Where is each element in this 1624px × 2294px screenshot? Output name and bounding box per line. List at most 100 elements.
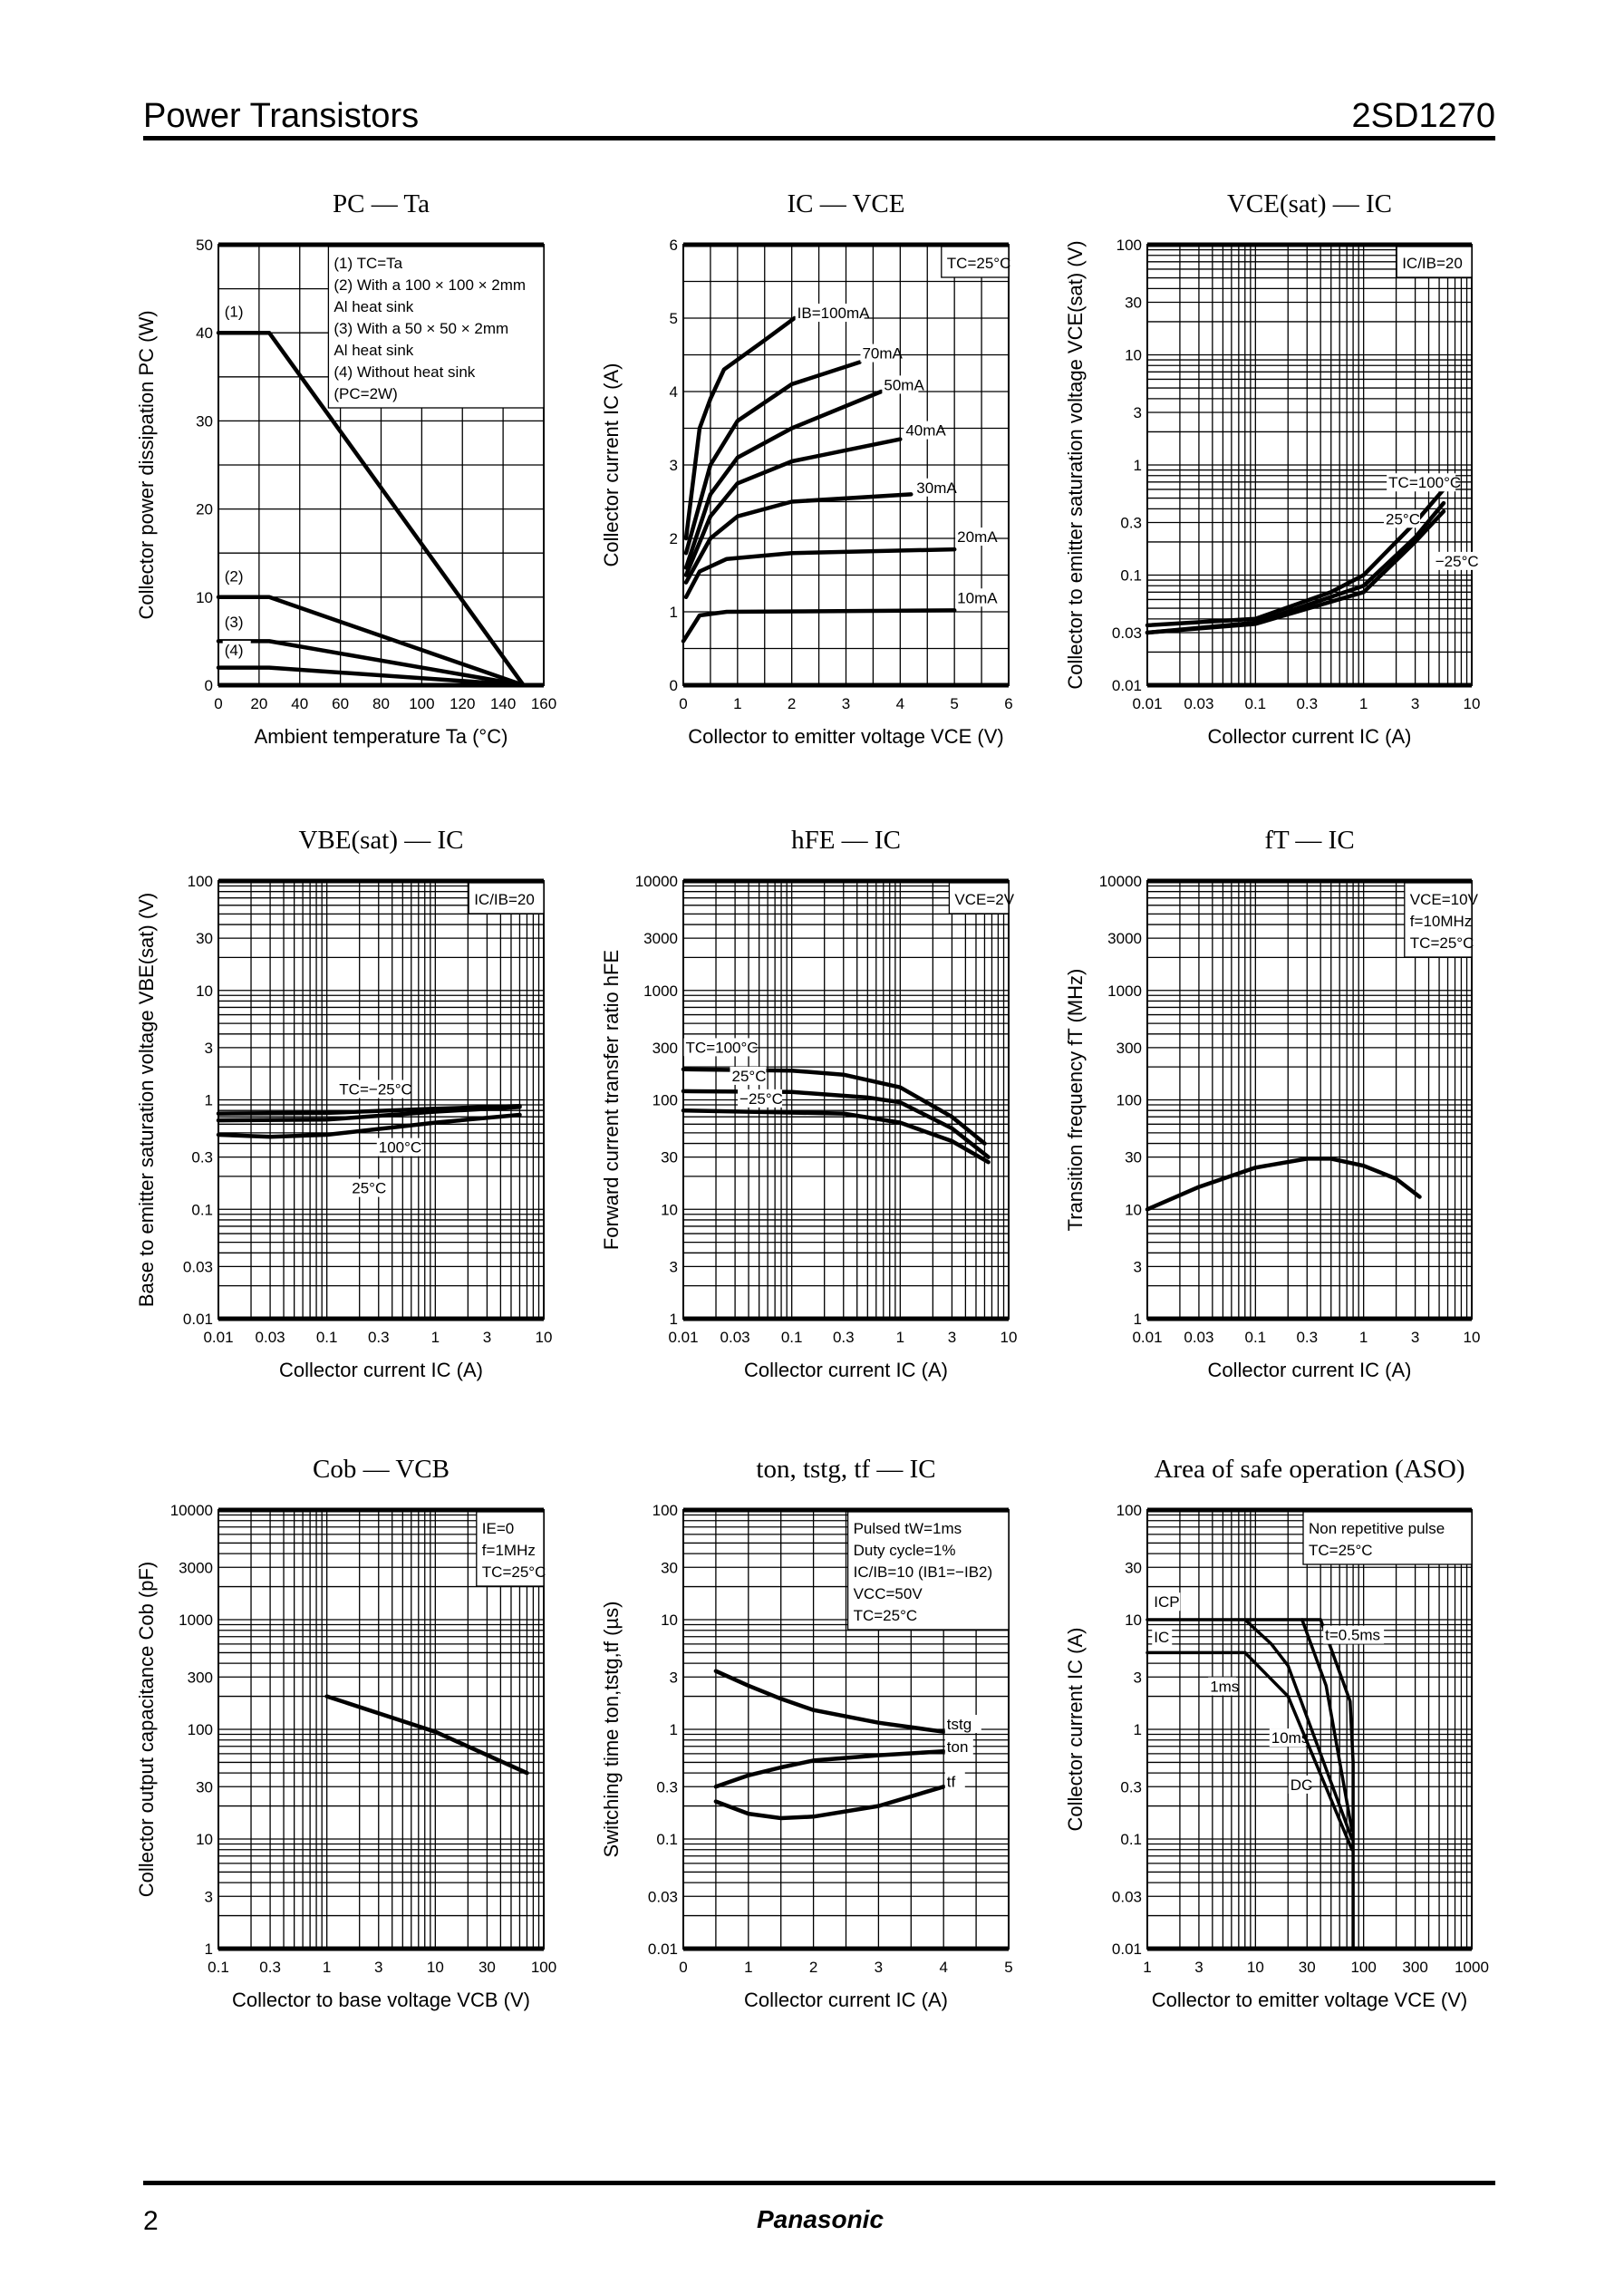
y-tick-label: 0.03 xyxy=(1112,1888,1142,1905)
series-label: ton xyxy=(947,1738,969,1756)
y-tick-label: 1 xyxy=(1134,1721,1142,1738)
series-line-1 xyxy=(713,1749,946,1789)
series-label: 30mA xyxy=(916,479,957,497)
x-tick-label: 10 xyxy=(1464,695,1481,712)
series-line-5 xyxy=(1243,1650,1354,1852)
x-tick-label: 140 xyxy=(490,695,516,712)
x-tick-label: 1 xyxy=(1359,1329,1368,1346)
y-tick-label: 30 xyxy=(196,930,213,947)
series-label-bg xyxy=(738,1089,783,1108)
y-tick-label: 3 xyxy=(205,1888,213,1905)
x-tick-label: 300 xyxy=(1402,1959,1427,1976)
chart-7: ton, tstg, tf — IC 0 1 2 3 4 5 0.01 0.03 0.1 0.3 1 3… xyxy=(600,1455,1013,2011)
x-axis-label: Collector current IC (A) xyxy=(1208,725,1412,748)
x-tick-label: 1 xyxy=(896,1329,904,1346)
x-tick-label: 10 xyxy=(427,1959,444,1976)
y-tick-label: 10 xyxy=(1125,1201,1142,1218)
y-tick-label: 2 xyxy=(670,530,678,547)
series-line-1 xyxy=(683,360,862,556)
y-tick-label: 10000 xyxy=(170,1502,213,1519)
y-tick-label: 1000 xyxy=(179,1612,213,1629)
y-tick-label: 100 xyxy=(652,1502,678,1519)
x-tick-label: 10 xyxy=(1464,1329,1481,1346)
x-tick-label: 1 xyxy=(1359,695,1368,712)
chart-2: VCE(sat) — IC 0.01 0.03 0.1 0.3 1 3 10 0.01 0.03 0… xyxy=(1064,189,1480,748)
x-tick-label: 100 xyxy=(409,695,434,712)
x-tick-label: 3 xyxy=(1411,1329,1419,1346)
condition-text: VCC=50V xyxy=(854,1585,923,1602)
y-tick-label: 10 xyxy=(661,1612,678,1629)
x-axis-label: Collector current IC (A) xyxy=(744,1989,948,2011)
series-label-bg xyxy=(944,1772,965,1791)
chart-8: Area of safe operation (ASO)1 3 10 30 100 300… xyxy=(1064,1455,1489,2011)
y-tick-label: 3 xyxy=(670,1669,678,1686)
x-tick-label: 1 xyxy=(744,1959,752,1976)
series-label-bg xyxy=(222,640,251,659)
series-label: IB=100mA xyxy=(798,305,871,322)
x-tick-label: 10 xyxy=(1000,1329,1018,1346)
series-label-bg xyxy=(1269,1728,1306,1747)
y-tick-label: 3000 xyxy=(643,930,678,947)
chart-5: fT — IC 0.01 0.03 0.1 0.3 1 3 10 1 3 10 30 100 300 100… xyxy=(1064,826,1480,1381)
series-line-2 xyxy=(216,1105,522,1123)
x-axis-label: Collector current IC (A) xyxy=(1208,1359,1412,1381)
series-label-bg xyxy=(882,375,919,394)
x-tick-label: 0.03 xyxy=(1184,1329,1213,1346)
y-tick-label: 6 xyxy=(670,237,678,254)
y-axis-label: Transition frequency fT (MHz) xyxy=(1064,969,1087,1232)
charts-grid: PC — Ta0 20 40 60 80 100 120 140 16001020304050A… xyxy=(135,189,1489,2011)
condition-text: TC=25°C xyxy=(1410,934,1474,952)
x-axis-label: Collector current IC (A) xyxy=(279,1359,483,1381)
x-tick-label: 0.03 xyxy=(720,1329,750,1346)
series-label: −25°C xyxy=(1436,553,1479,570)
x-tick-label: 5 xyxy=(1004,1959,1012,1976)
condition-box xyxy=(1302,1511,1473,1565)
condition-box xyxy=(941,246,1010,278)
series-label-bg xyxy=(222,612,251,631)
y-tick-label: 3 xyxy=(670,1258,678,1275)
y-tick-label: 0.03 xyxy=(183,1258,213,1275)
series-line-2 xyxy=(216,639,526,688)
series-label-bg xyxy=(955,528,992,547)
y-tick-label: 1000 xyxy=(1107,982,1142,1000)
footer-rule xyxy=(143,2181,1495,2185)
y-tick-label: 300 xyxy=(652,1040,678,1057)
y-tick-label: 30 xyxy=(661,1559,678,1576)
series-label: 70mA xyxy=(862,345,903,363)
series-label-bg xyxy=(1323,1625,1385,1644)
chart-title: fT — IC xyxy=(1264,826,1354,855)
x-tick-label: 3 xyxy=(1411,695,1419,712)
chart-4: hFE — IC 0.01 0.03 0.1 0.3 1 3 10 1 3 10 30 100 300 10… xyxy=(600,826,1017,1381)
condition-text: IE=0 xyxy=(482,1520,514,1537)
y-tick-label: 10 xyxy=(661,1201,678,1218)
condition-text: IC/IB=20 xyxy=(1402,255,1463,272)
series-label-bg xyxy=(337,1079,407,1099)
series-label-bg xyxy=(1384,509,1421,528)
x-tick-label: 4 xyxy=(896,695,904,712)
x-tick-label: 1 xyxy=(323,1959,331,1976)
condition-text: Pulsed tW=1ms xyxy=(854,1520,962,1537)
y-tick-label: 3 xyxy=(670,457,678,474)
series-label: 1ms xyxy=(1210,1679,1239,1696)
series-label-bg xyxy=(944,1737,973,1757)
x-tick-label: 3 xyxy=(374,1959,382,1976)
series-label-bg xyxy=(1433,551,1478,570)
series-label-bg xyxy=(1208,1677,1237,1696)
y-tick-label: 0.03 xyxy=(1112,624,1142,642)
condition-text: TC=25°C xyxy=(947,255,1011,272)
series-line-2 xyxy=(713,1785,946,1821)
x-tick-label: 5 xyxy=(950,695,958,712)
condition-box xyxy=(476,1511,545,1587)
series-label: TC=100°C xyxy=(686,1039,759,1056)
condition-text: VCE=2V xyxy=(954,891,1014,908)
y-tick-label: 100 xyxy=(188,1721,213,1738)
y-tick-label: 0.3 xyxy=(1120,1778,1142,1796)
series-line-0 xyxy=(216,330,526,688)
condition-text: VCE=10V xyxy=(1410,891,1479,908)
series-label-bg xyxy=(1387,473,1456,492)
series-label: TC=100°C xyxy=(1388,474,1461,491)
series-label: 25°C xyxy=(1386,510,1420,528)
y-tick-label: 0.1 xyxy=(1120,567,1142,585)
y-tick-label: 100 xyxy=(1116,237,1142,254)
condition-text: (PC=2W) xyxy=(334,385,397,402)
